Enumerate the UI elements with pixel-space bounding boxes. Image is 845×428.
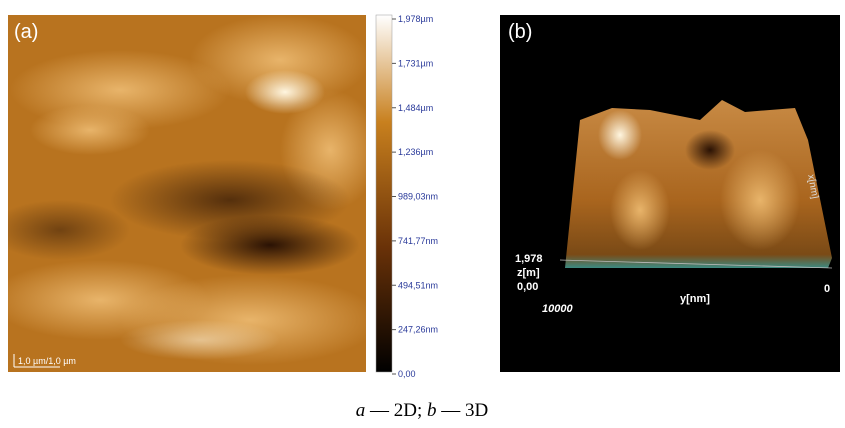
panel-label: (b) xyxy=(508,21,532,43)
colorbar-tick-label: 989,03nm xyxy=(398,192,438,202)
afm-2d-image: (a) 1,0 µm/1,0 µm xyxy=(0,15,380,372)
y-start: 10000 xyxy=(542,303,573,315)
colorbar-tick-label: 247,26nm xyxy=(398,325,438,335)
colorbar-tick-label: 1,484µm xyxy=(398,103,433,113)
colorbar-tick-label: 494,51nm xyxy=(398,280,438,290)
caption-a-text: — 2D; xyxy=(365,400,427,421)
caption: a — 2D; b — 3D xyxy=(356,400,488,421)
y-label: y[nm] xyxy=(680,293,710,305)
caption-a: a xyxy=(356,400,366,421)
y-end: 0 xyxy=(824,283,830,295)
z-min: 0,00 xyxy=(517,281,538,293)
afm-3d-image: 1,978 z[m] 0,00 10000 y[nm] 0 x[nm] (b) xyxy=(500,15,840,372)
colorbar-tick-label: 741,77nm xyxy=(398,236,438,246)
caption-b-text: — 3D xyxy=(437,400,489,421)
scale-bar: 1,0 µm/1,0 µm xyxy=(18,356,76,366)
colorbar: 1,978µm 1,731µm 1,484µm 1,236µm 989,03nm 741,… xyxy=(376,14,438,379)
colorbar-tick-label: 1,978µm xyxy=(398,14,433,24)
z-label: z[m] xyxy=(517,267,540,279)
colorbar-tick-label: 1,731µm xyxy=(398,58,433,68)
colorbar-tick-label: 0,00 xyxy=(398,369,416,379)
figure: (a) 1,0 µm/1,0 µm 1,978µm1,731µm1,484µm1… xyxy=(0,0,845,428)
panel-label: (a) xyxy=(14,21,38,43)
z-max: 1,978 xyxy=(515,253,543,265)
caption-b: b xyxy=(427,400,437,421)
colorbar-tick-label: 1,236µm xyxy=(398,147,433,157)
